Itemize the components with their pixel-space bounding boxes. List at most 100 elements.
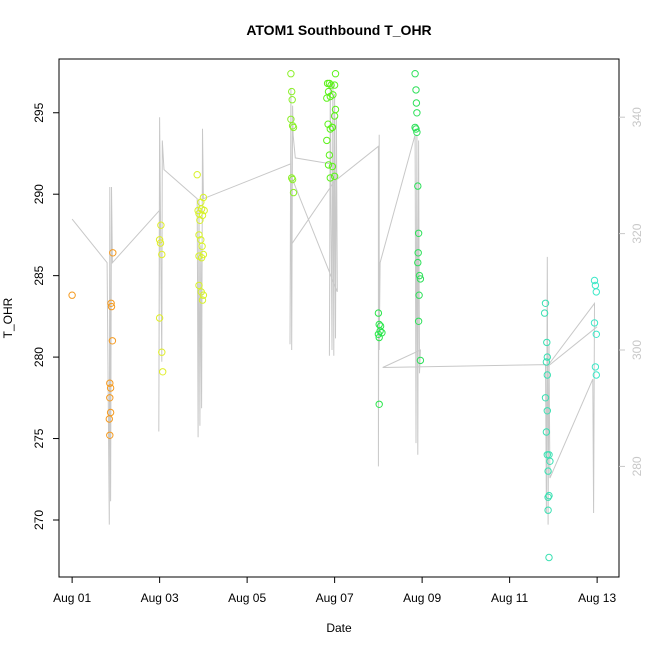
- y2-tick-label: 300: [630, 340, 644, 360]
- data-point: [106, 379, 114, 387]
- data-point: [592, 288, 600, 296]
- y-tick-label: 280: [32, 347, 46, 367]
- data-point: [156, 239, 165, 247]
- data-point: [545, 553, 553, 562]
- y2-tick-label: 340: [630, 107, 644, 127]
- secondary-trace-layer: [71, 82, 598, 525]
- data-point: [416, 356, 425, 365]
- data-point: [195, 281, 203, 290]
- secondary-trace-line: [71, 82, 598, 525]
- axes-layer: Aug 01 Aug 03 Aug 05 Aug 07 Aug 09 Aug 11 Aug …: [32, 58, 644, 605]
- data-point: [414, 249, 422, 257]
- data-point: [590, 319, 599, 327]
- x-tick-label: Aug 03: [141, 591, 179, 605]
- x-tick-label: Aug 05: [228, 591, 266, 605]
- data-point: [198, 296, 207, 304]
- data-point: [376, 327, 384, 335]
- data-point: [199, 291, 208, 299]
- data-point: [106, 394, 114, 402]
- data-point: [323, 94, 331, 102]
- data-point: [331, 105, 340, 114]
- data-point: [541, 299, 550, 307]
- data-point: [288, 122, 297, 130]
- data-points-layer: [68, 70, 600, 562]
- data-point: [545, 491, 553, 500]
- data-point: [288, 96, 296, 104]
- data-point: [590, 276, 599, 285]
- x-tick-label: Aug 07: [316, 591, 354, 605]
- data-point: [543, 371, 551, 379]
- data-point: [200, 206, 208, 215]
- data-point: [159, 368, 167, 376]
- y2-tick-label: 280: [630, 456, 644, 476]
- data-point: [411, 70, 419, 78]
- data-point: [540, 309, 549, 317]
- data-point: [413, 128, 421, 137]
- y2-tick-label: 320: [630, 223, 644, 243]
- x-tick-label: Aug 01: [53, 591, 91, 605]
- data-point: [412, 99, 421, 107]
- data-point: [288, 175, 297, 184]
- data-point: [287, 115, 295, 124]
- data-point: [289, 123, 298, 132]
- data-point: [375, 400, 383, 408]
- data-point: [413, 109, 421, 117]
- chart-title: ATOM1 Southbound T_OHR: [246, 22, 431, 38]
- data-point: [331, 70, 340, 78]
- data-point: [543, 407, 551, 415]
- data-point: [543, 338, 551, 347]
- data-point: [193, 171, 201, 179]
- data-point: [199, 193, 208, 202]
- data-point: [106, 384, 115, 392]
- data-point: [414, 258, 422, 267]
- data-point: [412, 125, 420, 133]
- x-tick-label: Aug 11: [491, 591, 528, 605]
- data-point: [592, 330, 600, 338]
- data-point: [328, 162, 337, 171]
- data-point: [155, 314, 164, 322]
- data-point: [326, 174, 334, 182]
- data-point: [414, 229, 423, 238]
- data-point: [415, 291, 423, 299]
- y-tick-label: 295: [32, 102, 46, 122]
- data-point: [287, 70, 295, 78]
- y-tick-label: 270: [32, 510, 46, 530]
- data-point: [330, 172, 339, 181]
- data-point: [199, 250, 208, 259]
- data-point: [414, 182, 422, 190]
- data-point: [109, 249, 117, 257]
- data-point: [158, 348, 166, 356]
- x-axis-label: Date: [326, 621, 352, 635]
- data-point: [289, 188, 298, 197]
- y-axis-label: T_OHR: [1, 297, 15, 338]
- data-point: [544, 493, 552, 501]
- data-point: [591, 363, 600, 371]
- data-point: [544, 467, 552, 475]
- data-point: [106, 431, 114, 439]
- x-tick-label: Aug 09: [403, 591, 441, 605]
- plot-frame: [58, 58, 620, 578]
- data-point: [329, 91, 337, 99]
- data-point: [542, 358, 551, 366]
- y-tick-label: 290: [32, 184, 46, 204]
- data-point: [544, 506, 552, 514]
- data-point: [68, 291, 76, 299]
- data-point: [415, 271, 424, 280]
- data-point: [374, 309, 383, 317]
- data-point: [198, 242, 206, 251]
- data-point: [328, 123, 337, 132]
- data-point: [411, 123, 419, 132]
- x-tick-label: Aug 13: [578, 591, 616, 605]
- data-point: [546, 457, 554, 465]
- data-point: [198, 211, 207, 220]
- data-point: [107, 299, 115, 307]
- data-point: [325, 151, 334, 159]
- data-point: [195, 231, 203, 239]
- data-point: [327, 81, 335, 89]
- data-point: [542, 428, 551, 436]
- data-point: [108, 337, 117, 345]
- data-point: [107, 302, 116, 311]
- data-point: [541, 394, 550, 402]
- y-tick-label: 285: [32, 265, 46, 285]
